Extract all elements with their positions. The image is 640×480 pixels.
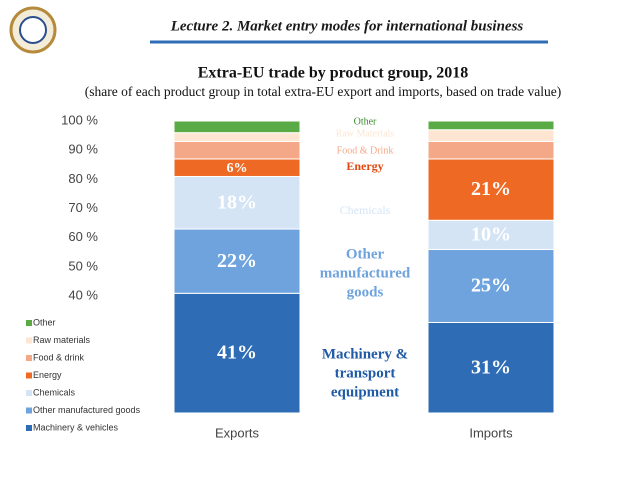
x-tick-label: Imports (469, 425, 513, 440)
bar-segment (427, 321, 555, 414)
legend-label: Machinery & vehicles (33, 422, 119, 432)
bar-segment (173, 292, 301, 414)
legend-swatch (26, 355, 32, 361)
legend-swatch (26, 425, 32, 431)
y-tick-label: 40 % (68, 288, 98, 303)
data-label: 25% (471, 275, 511, 297)
y-tick-label: 50 % (68, 258, 98, 273)
y-tick-label: 60 % (68, 229, 98, 244)
legend-label: Other manufactured goods (33, 405, 141, 415)
annotation: manufactured (320, 265, 411, 281)
annotation: Chemicals (340, 203, 391, 217)
legend-swatch (26, 407, 32, 414)
x-tick-label: Exports (215, 425, 260, 440)
legend-swatch (26, 390, 32, 396)
bar-segment (427, 120, 555, 131)
legend-label: Other (33, 317, 56, 327)
logo (9, 6, 57, 54)
bar-segment (173, 175, 301, 230)
legend-swatch (26, 337, 32, 344)
header-title: Lecture 2. Market entry modes for intern… (170, 18, 524, 34)
data-label: 31% (471, 356, 511, 378)
annotation: Other (354, 116, 377, 127)
bar-segment (427, 219, 555, 250)
y-tick-label: 100 % (61, 112, 98, 127)
bar-segment (427, 248, 555, 323)
legend-label: Food & drink (33, 352, 85, 362)
annotation: Other (346, 246, 385, 262)
y-tick-label: 90 % (68, 142, 98, 157)
bar-segment (173, 132, 301, 142)
bar-segment (427, 158, 555, 221)
data-label: 10% (471, 223, 511, 245)
annotation: Energy (346, 159, 383, 173)
annotation: Raw Materials (336, 128, 395, 139)
chart-subtitle: (share of each product group in total ex… (85, 84, 561, 99)
bar-segment (173, 120, 301, 134)
data-label: 21% (471, 178, 511, 200)
data-label: 41% (217, 342, 257, 364)
y-tick-label: 80 % (68, 171, 98, 186)
annotation: transport (335, 365, 396, 381)
annotation: Machinery & (322, 346, 408, 362)
y-tick-label: 70 % (68, 200, 98, 215)
bar-segment (427, 129, 555, 142)
data-label: 6% (227, 161, 248, 176)
legend-label: Raw materials (33, 335, 91, 345)
legend-label: Energy (33, 370, 62, 380)
bar-segment (173, 228, 301, 294)
data-label: 18% (217, 191, 257, 213)
annotation: Food & Drink (337, 145, 394, 156)
legend-swatch (26, 320, 32, 326)
bar-segment (173, 140, 301, 160)
data-label: 22% (217, 250, 257, 272)
legend-label: Chemicals (33, 387, 76, 397)
annotation: goods (347, 284, 384, 300)
annotation: equipment (331, 384, 399, 400)
chart-title: Extra-EU trade by product group, 2018 (198, 65, 469, 82)
bar-segment (427, 140, 555, 160)
legend-swatch (26, 372, 32, 379)
